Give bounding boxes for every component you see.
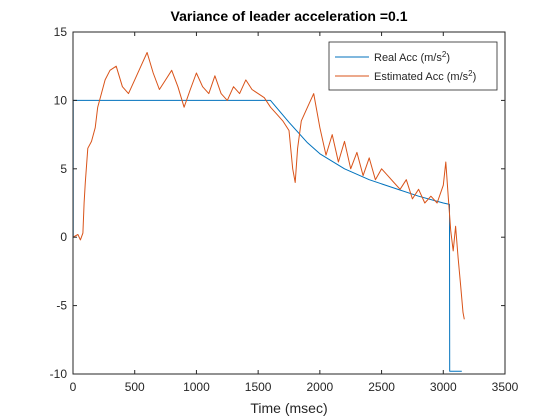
axes-layer: 0 500 1000 1500 2000 2500 3000 3500 -10 -5 0 5 10 15 — [50, 25, 519, 394]
legend: Real Acc (m/s2) Estimated Acc (m/s2) — [328, 41, 498, 91]
series-line-0 — [72, 99, 462, 372]
x-tick-label: 1500 — [245, 380, 272, 394]
x-tick-label: 500 — [125, 380, 145, 394]
x-tick-label: 2000 — [307, 380, 334, 394]
legend-label-1: Estimated Acc (m/s2) — [374, 69, 476, 83]
x-tick-label: 1000 — [183, 380, 210, 394]
series-layer — [72, 52, 465, 372]
y-tick-label: 15 — [54, 25, 68, 39]
chart-title: Variance of leader acceleration =0.1 — [171, 8, 408, 24]
series-line-1 — [72, 52, 465, 320]
x-tick-label: 3500 — [492, 380, 519, 394]
x-axis-title: Time (msec) — [250, 400, 327, 416]
legend-label-0: Real Acc (m/s2) — [374, 50, 450, 64]
y-tick-label: 5 — [60, 162, 67, 176]
y-tick-label: -10 — [50, 367, 68, 381]
y-tick-label: 10 — [54, 93, 68, 107]
y-tick-label: -5 — [56, 299, 67, 313]
legend-box — [328, 41, 498, 91]
x-tick-label: 2500 — [368, 380, 395, 394]
x-tick-label: 0 — [70, 380, 77, 394]
x-tick-label: 3000 — [430, 380, 457, 394]
y-tick-label: 0 — [60, 230, 67, 244]
axes-box — [72, 31, 506, 375]
